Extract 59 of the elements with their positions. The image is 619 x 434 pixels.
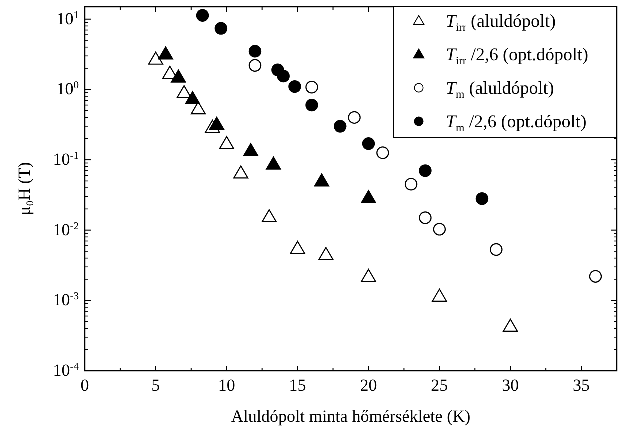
- legend-label: T$_{irr}$ (aluldópolt): [446, 11, 556, 34]
- point: [376, 146, 390, 160]
- point: [318, 247, 334, 260]
- point: [171, 70, 186, 83]
- point: [433, 223, 446, 236]
- point: [361, 269, 376, 282]
- x-tick-label: 30: [502, 376, 520, 395]
- point: [205, 120, 220, 134]
- point: [419, 212, 432, 224]
- point: [404, 178, 418, 191]
- point: [348, 111, 361, 124]
- x-tick-label: 20: [360, 376, 378, 395]
- point: [248, 59, 262, 72]
- x-tick-label: 10: [218, 376, 236, 395]
- point: [214, 22, 228, 35]
- point: [219, 136, 234, 150]
- legend-label: T$_{m}$ /2,6 (opt.dópolt): [446, 112, 587, 134]
- point: [190, 102, 206, 115]
- y-tick-label: 10$^{-2}$: [53, 220, 79, 240]
- point: [476, 192, 489, 206]
- point: [334, 120, 347, 133]
- point: [290, 241, 306, 254]
- point: [277, 70, 290, 83]
- x-tick-label: 5: [152, 376, 160, 395]
- point: [361, 190, 376, 204]
- point: [248, 45, 262, 58]
- x-tick-label: 15: [289, 376, 306, 395]
- y-tick-label: 10$^{1}$: [56, 9, 79, 28]
- point: [288, 80, 302, 94]
- y-tick-label: 10$^{-4}$: [53, 361, 80, 380]
- point: [185, 91, 200, 104]
- point: [419, 164, 432, 178]
- point: [266, 156, 282, 170]
- point: [209, 116, 224, 130]
- point: [176, 85, 192, 98]
- x-tick-label: 25: [431, 376, 448, 395]
- point: [196, 9, 210, 22]
- y-tick-label: 10$^{-3}$: [53, 290, 79, 310]
- point: [148, 52, 164, 65]
- y-tick-label: 10$^{0}$: [56, 80, 79, 99]
- x-tick-label: 0: [80, 376, 90, 395]
- x-axis-title: Aluldópolt minta hőmérséklete (K): [231, 407, 471, 426]
- point: [234, 166, 249, 179]
- point: [314, 174, 330, 187]
- legend-label: T$_{irr}$ /2,6 (opt.dópolt): [446, 44, 589, 68]
- point: [306, 98, 318, 112]
- y-axis-title: μ₀H (T): [15, 162, 34, 216]
- y-tick-label: 10$^{-1}$: [53, 150, 79, 170]
- point: [432, 288, 448, 302]
- point: [589, 270, 602, 283]
- point: [490, 243, 503, 256]
- point: [306, 81, 318, 94]
- point: [243, 143, 259, 156]
- x-tick-label: 35: [573, 376, 590, 395]
- point: [262, 209, 277, 223]
- legend-label: T$_{m}$ (aluldópolt): [446, 78, 554, 101]
- point: [362, 137, 376, 150]
- point: [158, 46, 174, 60]
- point: [503, 318, 518, 332]
